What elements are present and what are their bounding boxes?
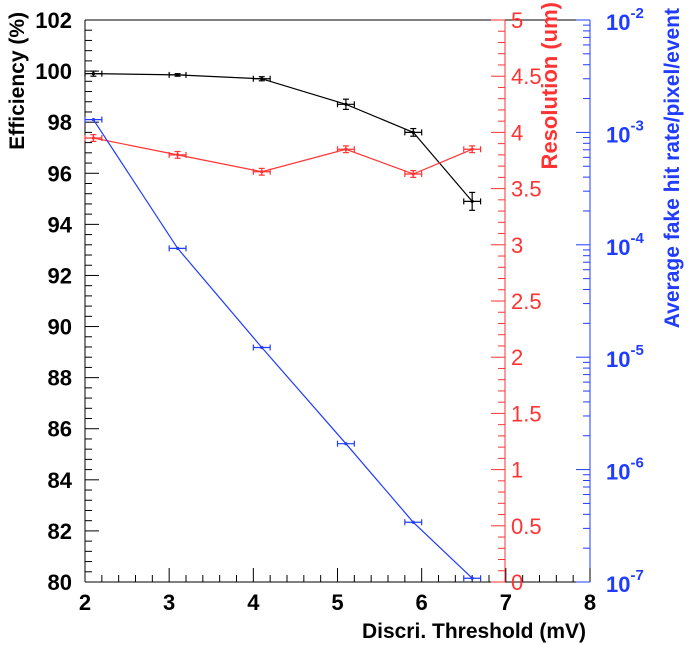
fake_rate-data-point [404, 519, 423, 526]
efficiency-tick-label: 102 [35, 8, 72, 33]
resolution-data-point [84, 134, 103, 142]
fake-rate-axis-label: Average fake hit rate/pixel/event [661, 8, 684, 328]
efficiency-tick-label: 84 [48, 468, 73, 493]
efficiency-data-point [168, 71, 187, 78]
efficiency-tick-label: 90 [48, 315, 72, 340]
resolution-marker [470, 147, 474, 151]
fake_rate-data-point [84, 116, 103, 123]
resolution-tick-label: 4 [511, 120, 523, 145]
fake-rate-tick-exponent: -3 [630, 117, 643, 134]
resolution-data-point [404, 170, 423, 178]
resolution-data-point [252, 167, 271, 176]
resolution-tick-label: 3 [511, 233, 523, 258]
resolution-tick-label: 2.5 [511, 289, 542, 314]
x-tick-label: 6 [416, 590, 428, 615]
fake_rate-marker [470, 576, 474, 580]
efficiency-series-line [93, 73, 473, 202]
efficiency-tick-label: 98 [48, 110, 72, 135]
efficiency-data-point [463, 191, 482, 211]
x-tick-label: 5 [331, 590, 343, 615]
fake-rate-tick-exponent: -2 [630, 5, 643, 22]
efficiency-tick-label: 86 [48, 417, 72, 442]
resolution-tick-label: 4.5 [511, 64, 542, 89]
fake_rate-data-point [336, 440, 355, 447]
fake-rate-tick-exponent: -4 [630, 230, 644, 247]
x-tick-label: 3 [163, 590, 175, 615]
fake_rate-marker [411, 520, 415, 524]
x-tick-label: 8 [584, 590, 596, 615]
fake_rate-marker [91, 117, 96, 122]
efficiency-marker [91, 72, 96, 76]
fake_rate-series-line [92, 119, 473, 579]
resolution-marker [260, 170, 264, 174]
fake_rate-marker [175, 246, 180, 250]
resolution-tick-label: 1 [511, 458, 523, 483]
efficiency-data-point [404, 127, 423, 137]
fake-rate-tick-exponent: -7 [630, 567, 643, 584]
x-tick-label: 7 [500, 590, 512, 615]
x-axis-label: Discri. Threshold (mV) [362, 620, 586, 643]
fake_rate-marker [344, 442, 348, 446]
resolution-tick-label: 0 [511, 570, 523, 595]
resolution-series [84, 134, 482, 178]
resolution-tick-label: 1.5 [511, 401, 542, 426]
resolution-marker [411, 172, 415, 176]
efficiency-marker [411, 130, 415, 134]
resolution-tick-label: 5 [511, 8, 523, 33]
efficiency-data-point [336, 98, 355, 111]
fake_rate-marker [260, 345, 264, 350]
resolution-marker [175, 153, 180, 157]
resolution-data-point [463, 145, 482, 154]
efficiency-marker [470, 199, 474, 203]
resolution-tick-label: 2 [511, 345, 523, 370]
efficiency-tick-label: 80 [48, 570, 72, 595]
efficiency-axis: 80 82 84 86 88 90 92 94 96 98 100 102 [35, 8, 99, 595]
efficiency-tick-label: 82 [48, 519, 72, 544]
fake-rate-tick-exponent: -6 [630, 455, 643, 472]
fake_rate-data-point [463, 575, 482, 582]
fake-rate-tick-exponent: -5 [630, 342, 643, 359]
efficiency-marker [260, 77, 264, 81]
resolution-data-point [168, 150, 187, 159]
resolution-marker [91, 136, 96, 140]
x-tick-label: 2 [79, 590, 91, 615]
efficiency-tick-label: 92 [48, 263, 72, 288]
efficiency-tick-label: 96 [48, 161, 72, 186]
resolution-series-line [93, 137, 473, 175]
resolution-tick-label: 3.5 [511, 177, 542, 202]
efficiency-series [84, 70, 482, 211]
efficiency-axis-label: Efficiency (%) [6, 12, 29, 150]
fake_rate-series [84, 116, 482, 582]
x-tick-label: 4 [247, 590, 260, 615]
resolution-tick-label: 0.5 [511, 514, 542, 539]
efficiency-tick-label: 94 [48, 212, 73, 237]
fake_rate-data-point [168, 245, 187, 252]
efficiency-tick-label: 100 [35, 59, 72, 84]
x-axis: 2 3 4 5 6 7 8 [79, 568, 596, 615]
efficiency-data-point [84, 70, 103, 77]
efficiency-data-point [252, 75, 271, 82]
resolution-axis-label: Resolution (um) [537, 2, 562, 169]
efficiency-marker [175, 73, 180, 77]
efficiency-marker [344, 102, 348, 106]
resolution-data-point [336, 145, 355, 154]
fake_rate-data-point [252, 344, 271, 351]
resolution-axis: 0 0.5 1 1.5 2 2.5 3 3.5 4 4.5 5 [491, 8, 542, 595]
efficiency-tick-label: 88 [48, 366, 72, 391]
series-layer [84, 70, 482, 582]
resolution-marker [344, 147, 348, 151]
fake-rate-axis: 10-710-610-510-410-310-2 [576, 5, 644, 597]
